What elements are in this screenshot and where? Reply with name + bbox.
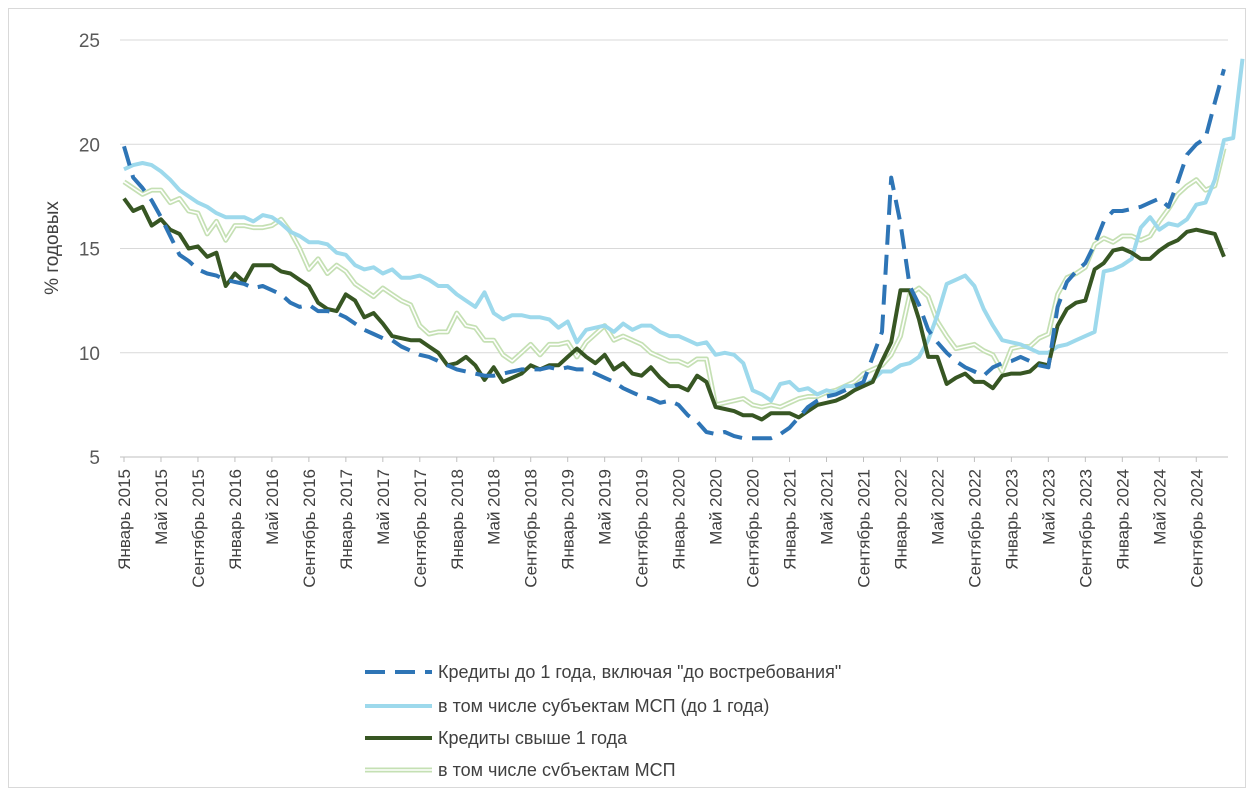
x-tick-label: Январь 2017 — [337, 469, 356, 570]
x-tick-label: Январь 2021 — [781, 469, 800, 570]
x-tick-label: Январь 2020 — [670, 469, 689, 570]
series-line-sme-up-to-1y — [123, 58, 1245, 403]
x-tick-label: Сентябрь 2019 — [633, 469, 652, 588]
x-tick-label: Январь 2024 — [1113, 469, 1132, 570]
x-tick-label: Май 2024 — [1150, 469, 1169, 545]
x-tick-label: Май 2016 — [263, 469, 282, 545]
y-axis-label: % годовых — [42, 201, 63, 295]
y-tick-label: 25 — [79, 31, 100, 52]
x-tick-label: Май 2018 — [485, 469, 504, 545]
y-tick-label: 20 — [79, 135, 100, 156]
legend-label: в том числе субъектам МСП — [438, 760, 676, 776]
x-tick-label: Январь 2016 — [226, 469, 245, 570]
legend-item-loans-up-to-1y: Кредиты до 1 года, включая "до востребов… — [365, 662, 841, 682]
x-tick-label: Январь 2015 — [115, 469, 134, 570]
legend-label: в том числе субъектам МСП (до 1 года) — [438, 696, 769, 716]
series-layer — [122, 58, 1245, 441]
x-tick-label: Январь 2018 — [448, 469, 467, 570]
legend-label: Кредиты свыше 1 года — [438, 728, 628, 748]
legend: Кредиты до 1 года, включая "до востребов… — [365, 662, 841, 776]
series-line-loans-over-1y — [122, 197, 1226, 422]
x-tick-label: Сентябрь 2021 — [854, 469, 873, 588]
x-tick-label: Май 2022 — [928, 469, 947, 545]
series-line-loans-up-to-1y — [122, 68, 1226, 441]
x-tick-label: Сентябрь 2023 — [1076, 469, 1095, 588]
x-tick-label: Май 2021 — [818, 469, 837, 545]
y-tick-label: 5 — [89, 448, 100, 469]
x-tick-label: Май 2023 — [1039, 469, 1058, 545]
gridlines — [120, 39, 1228, 458]
legend-item-loans-over-1y: Кредиты свыше 1 года — [365, 728, 628, 748]
x-tick-label: Май 2020 — [707, 469, 726, 545]
x-tick-label: Сентябрь 2020 — [744, 469, 763, 588]
y-axis-ticks: 5 10 15 20 25 — [79, 31, 100, 469]
x-tick-label: Май 2015 — [152, 469, 171, 545]
x-tick-label: Май 2017 — [374, 469, 393, 545]
legend-item-sme-up-to-1y: в том числе субъектам МСП (до 1 года) — [365, 696, 769, 716]
legend-label: Кредиты до 1 года, включая "до востребов… — [438, 662, 841, 682]
legend-item-sme-over-1y: в том числе субъектам МСП — [365, 760, 676, 776]
x-tick-label: Январь 2023 — [1002, 469, 1021, 570]
x-tick-label: Сентябрь 2017 — [411, 469, 430, 588]
y-tick-label: 10 — [79, 344, 100, 365]
x-tick-label: Январь 2022 — [891, 469, 910, 570]
x-tick-label: Сентябрь 2024 — [1187, 469, 1206, 588]
y-tick-label: 15 — [79, 240, 100, 261]
x-tick-label: Сентябрь 2022 — [965, 469, 984, 588]
x-tick-label: Сентябрь 2016 — [300, 469, 319, 588]
x-axis-ticks: Январь 2015 Май 2015 Сентябрь 2015 Январь 2… — [115, 457, 1206, 588]
x-tick-label: Май 2019 — [596, 469, 615, 545]
series-line-sme-over-1y-outer — [122, 147, 1227, 410]
x-tick-label: Сентябрь 2015 — [189, 469, 208, 588]
x-tick-label: Январь 2019 — [559, 469, 578, 570]
series-line-sme-over-1y-inner — [123, 148, 1225, 408]
x-tick-label: Сентябрь 2018 — [522, 469, 541, 588]
